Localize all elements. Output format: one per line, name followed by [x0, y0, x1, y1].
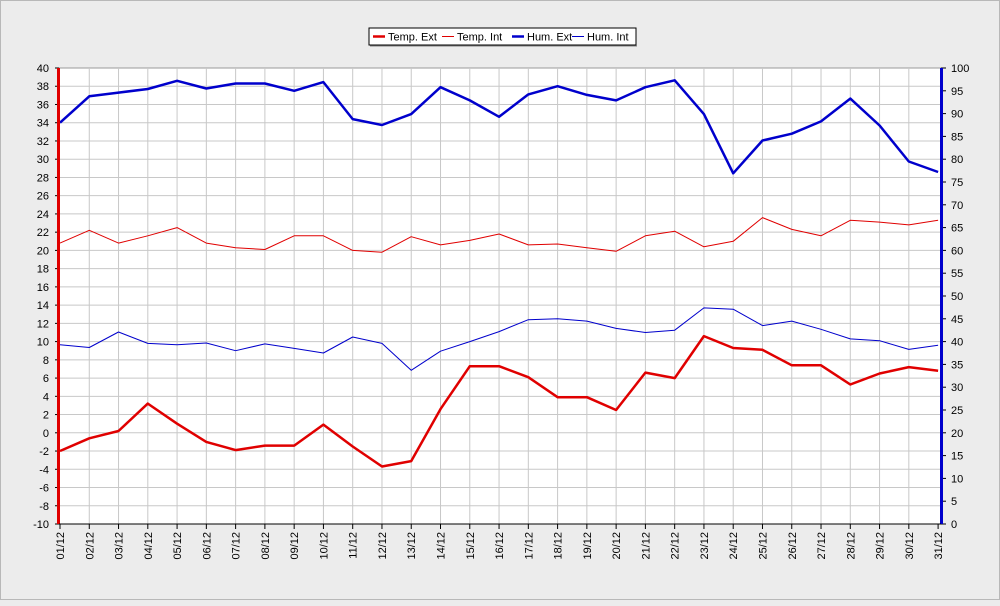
right-tick-label: 25 — [951, 405, 963, 417]
series-line-hum-int — [59, 307, 939, 371]
left-tick-label: 34 — [37, 118, 49, 130]
x-tick-label: 10/12 — [318, 532, 330, 560]
x-tick-label: 17/12 — [523, 532, 535, 560]
right-tick-label: 5 — [951, 496, 957, 508]
right-tick-label: 50 — [951, 291, 963, 303]
x-tick-label: 03/12 — [114, 532, 126, 560]
x-tick-label: 11/12 — [348, 532, 360, 559]
legend: Temp. Ext Temp. Int Hum. Ext Hum. Int — [368, 27, 637, 47]
left-tick-label: 4 — [43, 391, 49, 403]
right-axis: 0 5 10 15 20 25 30 35 40 45 50 55 60 65 70 75 80 85 90 95 10… — [940, 63, 969, 531]
left-tick-label: -8 — [39, 501, 49, 513]
right-tick-label: 0 — [951, 519, 957, 531]
left-tick-label: 16 — [37, 282, 49, 294]
left-tick-label: 36 — [37, 99, 49, 111]
x-tick-label: 04/12 — [143, 532, 155, 560]
right-axis-line — [940, 68, 943, 524]
series-line-hum-ext — [59, 79, 939, 175]
series-line-temp-int — [59, 217, 939, 253]
x-tick-label: 20/12 — [611, 532, 623, 560]
x-tick-label: 30/12 — [904, 532, 916, 560]
x-tick-label: 27/12 — [816, 532, 828, 560]
left-tick-label: 18 — [37, 264, 49, 276]
right-tick-label: 95 — [951, 86, 963, 98]
left-axis: -10-8-6-4-202468101214161820222426283032… — [33, 63, 60, 531]
x-tick-label: 26/12 — [787, 532, 799, 560]
left-tick-label: 6 — [43, 373, 49, 385]
left-tick-label: -10 — [33, 519, 49, 531]
right-tick-label: 10 — [951, 473, 963, 485]
left-tick-label: 20 — [37, 245, 49, 257]
right-tick-label: 75 — [951, 177, 963, 189]
legend-label-temp-int: Temp. Int — [457, 32, 502, 44]
legend-label-hum-int: Hum. Int — [587, 32, 629, 44]
left-tick-label: 38 — [37, 81, 49, 93]
left-tick-label: 30 — [37, 154, 49, 166]
left-tick-label: 24 — [37, 209, 49, 221]
x-tick-label: 15/12 — [465, 532, 477, 560]
grid-lines — [59, 68, 941, 524]
x-tick-label: 24/12 — [728, 532, 740, 560]
legend-box — [368, 27, 637, 46]
left-tick-label: 2 — [43, 410, 49, 422]
series-lines — [59, 79, 939, 468]
x-axis: 01/12 02/12 03/12 04/12 05/12 06/12 07/12 08/12… — [55, 523, 945, 560]
right-tick-label: 85 — [951, 131, 963, 143]
right-tick-label: 100 — [951, 63, 969, 75]
left-tick-label: -4 — [39, 464, 49, 476]
left-tick-label: 0 — [43, 428, 49, 440]
left-tick-label: 8 — [43, 355, 49, 367]
legend-label-temp-ext: Temp. Ext — [388, 32, 437, 44]
right-tick-label: 45 — [951, 314, 963, 326]
x-tick-label: 23/12 — [699, 532, 711, 560]
right-tick-label: 20 — [951, 428, 963, 440]
left-tick-label: 40 — [37, 63, 49, 75]
right-tick-label: 40 — [951, 337, 963, 349]
series-line-temp-ext — [59, 334, 939, 468]
x-tick-label: 16/12 — [494, 532, 506, 560]
left-tick-label: 12 — [37, 318, 49, 330]
right-tick-label: 65 — [951, 223, 963, 235]
right-tick-label: 60 — [951, 245, 963, 257]
x-tick-label: 22/12 — [670, 532, 682, 560]
right-tick-label: 30 — [951, 382, 963, 394]
right-tick-label: 55 — [951, 268, 963, 280]
left-tick-label: 28 — [37, 172, 49, 184]
x-tick-label: 07/12 — [231, 532, 243, 560]
x-tick-label: 31/12 — [933, 532, 945, 560]
x-tick-label: 21/12 — [640, 532, 652, 560]
left-tick-label: 14 — [37, 300, 49, 312]
left-tick-label: -6 — [39, 483, 49, 495]
left-axis-line — [57, 68, 60, 524]
x-tick-label: 08/12 — [260, 532, 272, 560]
left-tick-label: 22 — [37, 227, 49, 239]
x-tick-label: 25/12 — [757, 532, 769, 560]
x-tick-label: 19/12 — [582, 532, 594, 560]
left-tick-label: 10 — [37, 337, 49, 349]
x-tick-label: 05/12 — [172, 532, 184, 560]
x-tick-label: 14/12 — [436, 532, 448, 560]
left-tick-label: 26 — [37, 191, 49, 203]
right-tick-label: 80 — [951, 154, 963, 166]
plot-area — [58, 67, 942, 525]
x-tick-label: 28/12 — [845, 532, 857, 560]
x-tick-label: 01/12 — [55, 532, 67, 560]
x-tick-label: 12/12 — [377, 532, 389, 560]
right-tick-label: 90 — [951, 109, 963, 121]
legend-label-hum-ext: Hum. Ext — [527, 32, 572, 44]
left-tick-label: 32 — [37, 136, 49, 148]
x-tick-label: 13/12 — [406, 532, 418, 560]
x-tick-label: 18/12 — [553, 532, 565, 560]
right-tick-label: 15 — [951, 451, 963, 463]
x-tick-label: 06/12 — [201, 532, 213, 560]
x-tick-label: 09/12 — [289, 532, 301, 560]
right-tick-label: 70 — [951, 200, 963, 212]
left-tick-label: -2 — [39, 446, 49, 458]
right-tick-label: 35 — [951, 359, 963, 371]
x-tick-label: 02/12 — [84, 532, 96, 560]
x-tick-label: 29/12 — [875, 532, 887, 560]
